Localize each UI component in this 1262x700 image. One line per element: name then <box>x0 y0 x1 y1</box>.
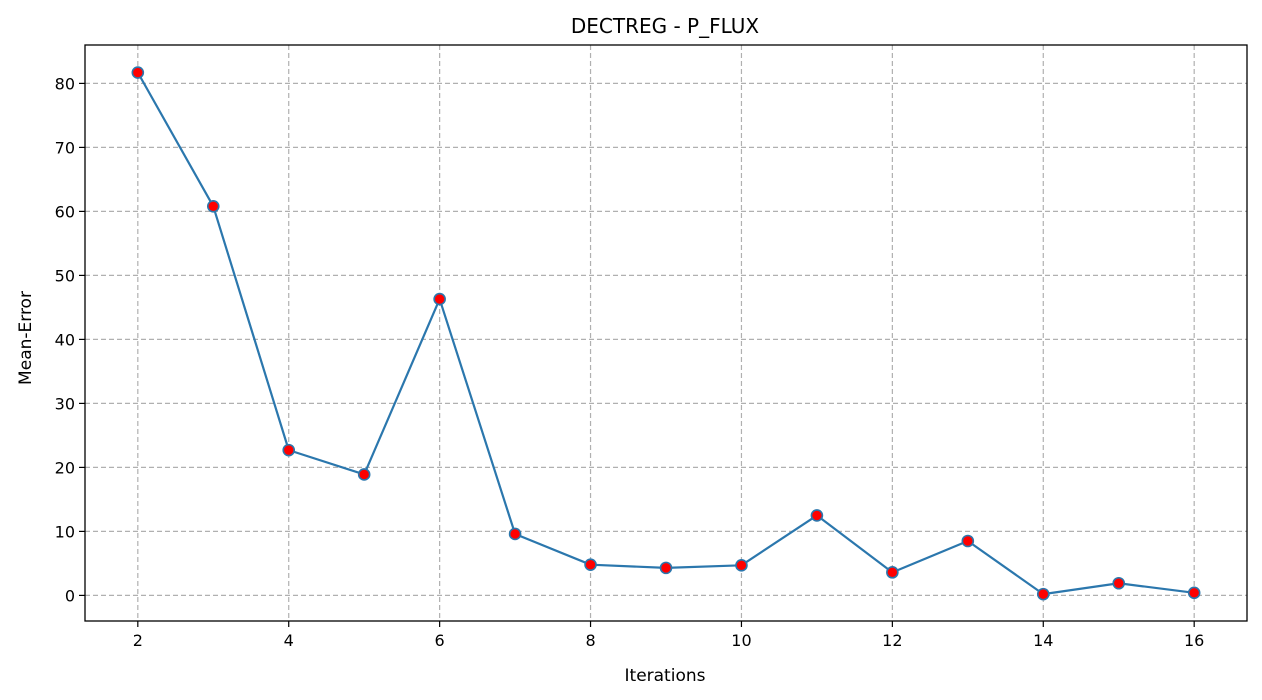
x-axis: 2 4 6 8 10 12 14 16 <box>133 621 1204 650</box>
data-point <box>1112 576 1126 590</box>
y-axis: 0 10 20 30 40 50 60 70 80 <box>55 74 85 605</box>
data-point <box>1036 587 1050 601</box>
data-point <box>282 443 296 457</box>
y-tick-label: 0 <box>65 586 75 605</box>
data-point <box>886 566 899 579</box>
data-point <box>206 199 220 213</box>
x-tick-label: 6 <box>435 631 445 650</box>
data-point <box>735 559 748 572</box>
data-point <box>584 558 597 571</box>
data-point <box>508 527 522 541</box>
y-tick-label: 80 <box>55 74 75 93</box>
x-tick-label: 16 <box>1184 631 1204 650</box>
x-tick-label: 8 <box>585 631 595 650</box>
x-tick-label: 2 <box>133 631 143 650</box>
plot-frame <box>84 44 1248 622</box>
series-group <box>131 66 1201 601</box>
y-tick-label: 70 <box>55 138 75 157</box>
x-tick-label: 10 <box>731 631 751 650</box>
data-point <box>131 66 145 79</box>
y-tick-label: 10 <box>55 522 75 541</box>
chart-title: DECTREG - P_FLUX <box>571 14 760 38</box>
data-point <box>961 534 975 548</box>
series-line <box>136 71 1195 596</box>
data-point <box>433 292 446 306</box>
y-tick-label: 50 <box>55 266 75 285</box>
x-tick-label: 14 <box>1033 631 1053 650</box>
x-axis-label: Iterations <box>625 666 706 686</box>
data-point <box>1187 586 1201 600</box>
y-axis-label: Mean-Error <box>16 291 36 385</box>
y-tick-label: 20 <box>55 458 75 477</box>
data-point <box>810 509 824 522</box>
y-tick-label: 60 <box>55 202 75 221</box>
x-tick-label: 12 <box>882 631 902 650</box>
data-point <box>357 468 371 481</box>
grid <box>85 45 1247 621</box>
x-tick-label: 4 <box>284 631 294 650</box>
y-tick-label: 40 <box>55 330 75 349</box>
data-point <box>659 561 673 575</box>
y-tick-label: 30 <box>55 394 75 413</box>
